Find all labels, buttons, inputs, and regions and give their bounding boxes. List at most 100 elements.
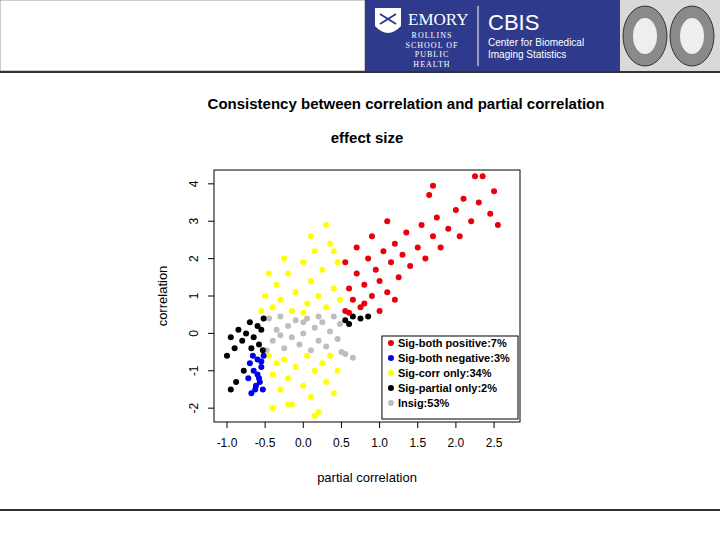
point	[277, 386, 283, 392]
point	[308, 394, 314, 400]
point	[491, 188, 497, 194]
point	[350, 355, 356, 361]
point	[354, 271, 360, 277]
point	[323, 222, 329, 228]
x-tick-label: 0.0	[295, 436, 312, 450]
footer-rule	[0, 509, 720, 511]
point	[293, 317, 299, 323]
legend-label: Insig:53%	[398, 397, 450, 409]
x-axis-title: partial correlation	[317, 470, 417, 485]
y-tick-label: 4	[187, 180, 201, 187]
y-tick	[208, 370, 214, 371]
legend-label: Sig-both negative:3%	[398, 352, 510, 364]
point	[331, 248, 337, 254]
point	[495, 222, 501, 228]
brain-image	[623, 6, 667, 66]
x-tick-label: 0.5	[333, 436, 350, 450]
point	[430, 183, 436, 189]
shield	[380, 14, 396, 24]
point	[327, 241, 333, 247]
point	[254, 372, 260, 378]
point	[331, 314, 337, 320]
point	[293, 289, 299, 295]
point	[228, 386, 234, 392]
shield	[375, 8, 401, 33]
point	[266, 315, 272, 321]
point	[247, 319, 253, 325]
center-full: Imaging Statistics	[488, 49, 566, 60]
point	[232, 345, 238, 351]
point	[335, 336, 341, 342]
point	[285, 271, 291, 277]
slide: EMORYROLLINSSCHOOL OFPUBLICHEALTHCBISCen…	[0, 0, 720, 540]
point	[245, 375, 251, 381]
point	[319, 319, 325, 325]
point	[392, 241, 398, 247]
point	[241, 368, 247, 374]
y-tick	[208, 221, 214, 222]
x-tick	[341, 422, 342, 428]
y-tick	[208, 258, 214, 259]
slide-title: Consistency between correlation and part…	[208, 95, 605, 112]
point	[380, 248, 386, 254]
point	[407, 263, 413, 269]
point	[384, 289, 390, 295]
point	[342, 351, 348, 357]
y-tick	[208, 408, 214, 409]
point	[388, 259, 394, 265]
point	[285, 323, 291, 329]
point	[274, 282, 280, 288]
point	[289, 308, 295, 314]
point	[250, 353, 256, 359]
point	[422, 256, 428, 262]
point	[270, 405, 276, 411]
point	[461, 196, 467, 202]
y-axis-title: correlation	[155, 266, 170, 327]
point	[277, 314, 283, 320]
point	[277, 297, 283, 303]
x-tick	[455, 422, 456, 428]
point	[361, 300, 367, 306]
point	[369, 233, 375, 239]
school-name: ROLLINS	[412, 31, 453, 40]
point	[335, 368, 341, 374]
point	[258, 358, 264, 364]
point	[312, 325, 318, 331]
point	[266, 353, 272, 359]
point	[228, 334, 234, 340]
point	[296, 342, 302, 348]
point	[274, 327, 280, 333]
point	[337, 321, 343, 327]
y-tick-label: 0	[187, 330, 201, 337]
brain-image	[680, 18, 704, 54]
point	[316, 314, 322, 320]
point	[472, 173, 478, 179]
point	[277, 332, 283, 338]
y-tick	[208, 296, 214, 297]
legend-swatch	[388, 385, 394, 391]
y-tick-label: -2	[187, 403, 201, 414]
point	[258, 308, 264, 314]
point	[261, 353, 267, 359]
point	[308, 347, 314, 353]
point	[239, 338, 245, 344]
point	[373, 267, 379, 273]
point	[377, 308, 383, 314]
point	[270, 372, 276, 378]
x-tick	[494, 422, 495, 428]
legend-swatch	[388, 355, 394, 361]
legend-swatch	[388, 400, 394, 406]
point	[369, 293, 375, 299]
header-images	[620, 0, 720, 71]
point	[262, 293, 268, 299]
point	[342, 259, 348, 265]
point	[243, 330, 249, 336]
point	[312, 413, 318, 419]
point	[300, 310, 306, 316]
y-tick	[208, 183, 214, 184]
legend-label: Sig-partial only:2%	[398, 382, 497, 394]
point	[293, 364, 299, 370]
point	[331, 286, 337, 292]
point	[392, 297, 398, 303]
y-tick-label: -1	[187, 365, 201, 376]
